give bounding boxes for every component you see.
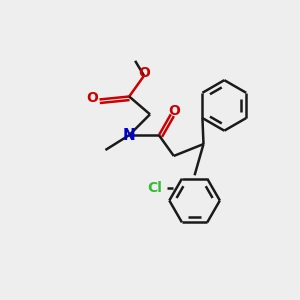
Text: Cl: Cl [147, 181, 162, 195]
Text: O: O [138, 66, 150, 80]
Text: O: O [168, 104, 180, 118]
Text: O: O [86, 91, 98, 105]
Text: N: N [123, 128, 136, 142]
